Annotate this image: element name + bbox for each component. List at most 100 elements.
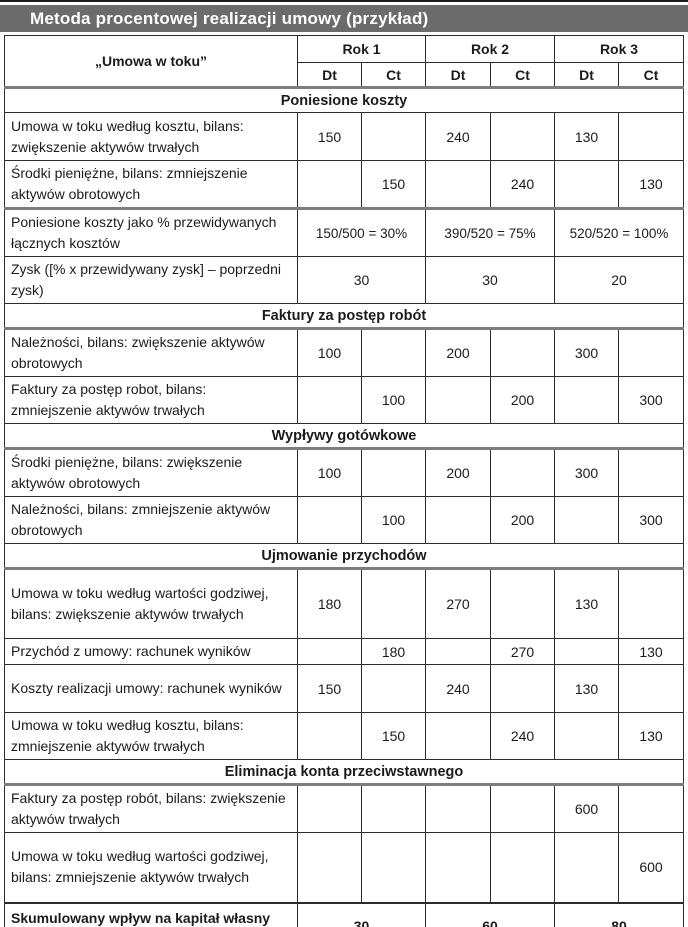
cell-rok3-ct — [618, 447, 684, 497]
cell-rok3-ct: 130 — [618, 638, 684, 665]
section-header: Faktury za postęp robót — [4, 303, 684, 329]
cell-rok1-ct — [361, 327, 426, 377]
cell-rok2-dt: 240 — [425, 664, 491, 713]
cell-rok1-dt — [297, 783, 362, 833]
cell-rok3-ct — [618, 327, 684, 377]
table-row-percent: Poniesione koszty jako % przewidywanych … — [4, 207, 684, 257]
section-header: Poniesione koszty — [4, 86, 684, 113]
table-row: Umowa w toku według wartości godziwej, b… — [4, 832, 684, 903]
row-label: Środki pieniężne, bilans: zmniejszenie a… — [4, 160, 298, 209]
cell-rok2-dt — [425, 712, 491, 760]
row-label: Poniesione koszty jako % przewidywanych … — [4, 207, 298, 257]
section-row-wyplywy: Wypływy gotówkowe — [4, 423, 684, 449]
cell-rok3-dt — [554, 832, 619, 903]
table-subheader-row: Dt Ct Dt Ct Dt Ct — [5, 62, 684, 88]
row-label: Zysk ([% x przewidywany zysk] – poprzedn… — [4, 256, 298, 304]
row-label: Należności, bilans: zwiększenie aktywów … — [4, 327, 298, 377]
table-row: Środki pieniężne, bilans: zwiększenie ak… — [4, 447, 684, 497]
cell-rok2-ct: 240 — [490, 160, 555, 209]
cell-rok1-ct: 100 — [361, 376, 426, 424]
cell-rok2-dt: 200 — [425, 327, 491, 377]
cell-rok1-ct — [361, 447, 426, 497]
cell-rok2-dt — [425, 783, 491, 833]
cell-rok2-ct — [490, 112, 555, 161]
row-label: Umowa w toku według kosztu, bilans: zwię… — [4, 112, 298, 161]
cell-rok2: 390/520 = 75% — [425, 207, 555, 257]
cell-rok3-dt: 130 — [554, 112, 619, 161]
table-row-zysk: Zysk ([% x przewidywany zysk] – poprzedn… — [4, 256, 684, 304]
section-header: Ujmowanie przychodów — [4, 543, 684, 569]
cell-rok1-dt — [297, 496, 362, 544]
cell-rok3: 520/520 = 100% — [554, 207, 684, 257]
cell-rok1-dt: 180 — [297, 567, 362, 639]
row-label: Koszty realizacji umowy: rachunek wynikó… — [4, 664, 298, 713]
table-row: Przychód z umowy: rachunek wyników 180 2… — [4, 638, 684, 665]
cell-rok3-dt: 130 — [554, 567, 619, 639]
column-header-rok1: Rok 1 — [297, 35, 426, 63]
cell-rok2-ct: 270 — [490, 638, 555, 665]
cell-rok3-ct: 600 — [618, 832, 684, 903]
table-row: Umowa w toku według wartości godziwej, b… — [4, 567, 684, 639]
cell-rok1-dt — [297, 376, 362, 424]
cell-rok3-ct: 130 — [618, 712, 684, 760]
cell-rok3-dt — [554, 496, 619, 544]
cell-rok2: 30 — [425, 256, 555, 304]
subheader-rok2-ct: Ct — [490, 62, 555, 88]
row-label: Umowa w toku według kosztu, bilans: zmni… — [4, 712, 298, 760]
cell-rok3-dt: 130 — [554, 664, 619, 713]
cell-rok3-ct — [618, 664, 684, 713]
section-header: Eliminacja konta przeciwstawnego — [4, 759, 684, 785]
cell-rok1-dt — [297, 638, 362, 665]
cell-rok1-ct — [361, 664, 426, 713]
top-rule — [0, 0, 688, 2]
subheader-rok1-ct: Ct — [361, 62, 426, 88]
cell-rok2-ct — [490, 327, 555, 377]
cell-rok3-dt — [554, 712, 619, 760]
table-row-total: Skumulowany wpływ na kapitał własny 30 6… — [4, 901, 684, 927]
row-label: Faktury za postęp robót, bilans: zwiększ… — [4, 783, 298, 833]
cell-rok1: 150/500 = 30% — [297, 207, 426, 257]
cell-rok3-ct: 130 — [618, 160, 684, 209]
row-label: Faktury za postęp robot, bilans: zmniejs… — [4, 376, 298, 424]
cell-rok2-ct — [490, 447, 555, 497]
row-label: Środki pieniężne, bilans: zwiększenie ak… — [4, 447, 298, 497]
subheader-rok2-dt: Dt — [425, 62, 491, 88]
cell-rok3-dt: 300 — [554, 447, 619, 497]
cell-rok3-dt — [554, 160, 619, 209]
row-label: Należności, bilans: zmniejszenie aktywów… — [4, 496, 298, 544]
cell-rok1: 30 — [297, 256, 426, 304]
cell-rok3: 80 — [554, 901, 684, 927]
table-row: Należności, bilans: zwiększenie aktywów … — [4, 327, 684, 377]
subheader-rok3-ct: Ct — [618, 62, 684, 88]
table-row: Należności, bilans: zmniejszenie aktywów… — [4, 496, 684, 544]
cell-rok2-ct: 200 — [490, 496, 555, 544]
cell-rok2-dt — [425, 638, 491, 665]
cell-rok3: 20 — [554, 256, 684, 304]
row-label: Przychód z umowy: rachunek wyników — [4, 638, 298, 665]
cell-rok2-ct — [490, 567, 555, 639]
section-row-eliminacja: Eliminacja konta przeciwstawnego — [4, 759, 684, 785]
column-header-rok2: Rok 2 — [425, 35, 555, 63]
section-row-poniesione-koszty: Poniesione koszty — [4, 86, 684, 113]
table-row: Umowa w toku według kosztu, bilans: zmni… — [4, 712, 684, 760]
column-header-contract: „Umowa w toku” — [4, 35, 298, 88]
cell-rok1-dt: 100 — [297, 327, 362, 377]
cell-rok2-dt: 240 — [425, 112, 491, 161]
section-row-faktury: Faktury za postęp robót — [4, 303, 684, 329]
row-label: Umowa w toku według wartości godziwej, b… — [4, 832, 298, 903]
contract-ledger-table: „Umowa w toku” Rok 1 Rok 2 Rok 3 Dt Ct D… — [4, 35, 684, 927]
section-header: Wypływy gotówkowe — [4, 423, 684, 449]
subheader-rok3-dt: Dt — [554, 62, 619, 88]
row-label-total: Skumulowany wpływ na kapitał własny — [4, 901, 298, 927]
cell-rok3-ct: 300 — [618, 496, 684, 544]
cell-rok1-ct — [361, 783, 426, 833]
subheader-rok1-dt: Dt — [297, 62, 362, 88]
cell-rok2-ct: 240 — [490, 712, 555, 760]
cell-rok2-dt — [425, 832, 491, 903]
cell-rok1: 30 — [297, 901, 426, 927]
cell-rok3-dt — [554, 376, 619, 424]
cell-rok1-ct — [361, 112, 426, 161]
table-row: Faktury za postęp robót, bilans: zwiększ… — [4, 783, 684, 833]
cell-rok3-ct — [618, 783, 684, 833]
